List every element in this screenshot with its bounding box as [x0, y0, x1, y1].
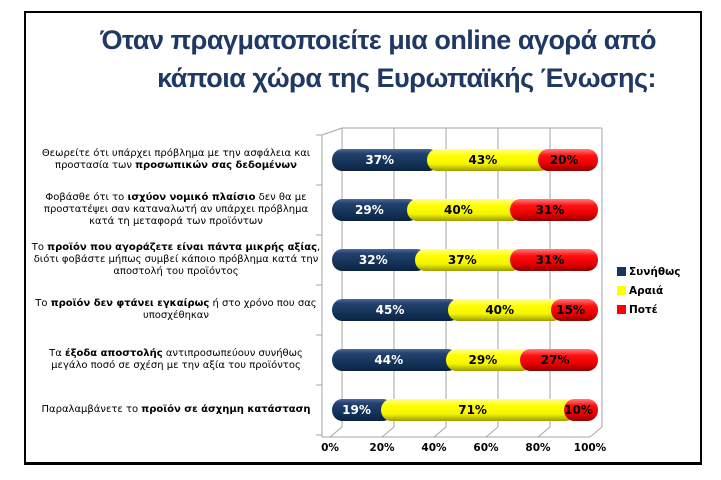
bar-4-segment-usually: 45% — [332, 299, 461, 321]
category-label-text: δεν θα με προστατέψει σαν καταναλωτή αν … — [43, 192, 309, 227]
bar-4-segment-rarely: 40% — [448, 299, 564, 321]
bar-value-label: 15% — [556, 303, 585, 317]
bar-value-label: 43% — [468, 153, 498, 167]
bar-value-label: 37% — [447, 253, 477, 267]
bar-4-segment-never: 15% — [551, 299, 598, 321]
chart-title: Όταν πραγματοποιείτε μια online αγορά απ… — [26, 21, 700, 97]
bar-value-label: 37% — [365, 153, 395, 167]
bar-value-label: 40% — [485, 303, 515, 317]
bar-1-segment-never: 20% — [538, 149, 598, 171]
bar-5-segment-usually: 44% — [332, 349, 458, 371]
category-label-text: Το — [35, 298, 51, 309]
bar-5-segment-rarely: 29% — [445, 349, 533, 371]
category-label-5: Τα έξοδα αποστολής αντιπροσωπεύουν συνήθ… — [31, 328, 321, 392]
chart-title-line-1: Όταν πραγματοποιείτε μια online αγορά απ… — [100, 25, 656, 55]
category-label-emphasis: ισχύον νομικό πλαίσιο — [127, 192, 256, 203]
x-axis-tick-label: 20% — [369, 442, 395, 454]
category-label-emphasis: προϊόν που αγοράζετε είναι πάντα μικρής … — [47, 242, 318, 253]
bar-3-segment-usually: 32% — [332, 249, 427, 271]
bar-value-label: 19% — [342, 403, 371, 417]
slide-frame: Όταν πραγματοποιείτε μια online αγορά απ… — [24, 11, 702, 465]
chart-title-line-2: κάποια χώρα της Ευρωπαϊκής Ένωσης: — [157, 63, 656, 93]
legend-label-usually: Συνήθως — [629, 265, 681, 278]
category-label-text: Παραλαμβάνετε το — [41, 404, 142, 415]
legend-item-never: Ποτέ — [617, 300, 680, 319]
legend-swatch-rarely — [617, 286, 626, 295]
bar-value-label: 71% — [458, 403, 487, 417]
category-label-4: Το προϊόν δεν φτάνει εγκαίρως ή στο χρόν… — [31, 278, 321, 342]
bar-1-segment-usually: 37% — [332, 149, 440, 171]
bar-3-segment-rarely: 37% — [414, 249, 522, 271]
legend-item-rarely: Αραιά — [617, 281, 680, 300]
category-label-6: Παραλαμβάνετε το προϊόν σε άσχημη κατάστ… — [31, 378, 321, 442]
category-label-1: Θεωρείτε ότι υπάρχει πρόβλημα με την ασφ… — [31, 128, 321, 192]
bar-2-segment-usually: 29% — [332, 199, 419, 221]
category-label-text: αντιπροσωπεύουν συνήθως μεγάλο ποσό σε σ… — [51, 348, 303, 371]
bar-3-segment-never: 31% — [510, 249, 598, 271]
legend: Συνήθως Αραιά Ποτέ — [617, 262, 680, 319]
category-label-emphasis: προσωπικών σας δεδομένων — [135, 160, 297, 171]
bar-2-segment-never: 31% — [510, 199, 598, 221]
legend-label-never: Ποτέ — [629, 303, 658, 316]
category-label-text: ή στο χρόνο που σας υποσχέθηκαν — [143, 298, 317, 321]
bar-2-segment-rarely: 40% — [406, 199, 522, 221]
category-label-emphasis: έξοδα αποστολής — [65, 348, 163, 359]
category-label-text: , διότι φοβάστε μήπως συμβεί κάποιο πρόβ… — [33, 242, 321, 277]
bar-6-segment-usually: 19% — [332, 399, 394, 421]
bar-value-label: 20% — [549, 153, 579, 167]
category-label-3: Το προϊόν που αγοράζετε είναι πάντα μικρ… — [31, 228, 321, 292]
plot-3d-axes — [316, 127, 603, 438]
bar-value-label: 40% — [444, 203, 473, 217]
category-label-text: Θεωρείτε ότι υπάρχει πρόβλημα με την ασφ… — [41, 148, 311, 171]
bar-6-segment-never: 10% — [564, 399, 598, 421]
bar-value-label: 29% — [355, 203, 384, 217]
x-axis-tick-label: 60% — [473, 442, 499, 454]
category-label-text: Το — [31, 242, 48, 253]
category-label-emphasis: προϊόν σε άσχημη κατάσταση — [141, 404, 311, 415]
bar-value-label: 10% — [564, 403, 593, 417]
x-axis-tick-label: 100% — [573, 442, 607, 454]
bar-6-segment-rarely: 71% — [381, 399, 577, 421]
bar-value-label: 31% — [535, 203, 565, 217]
bar-1-segment-rarely: 43% — [427, 149, 551, 171]
x-axis-tick-label: 0% — [321, 442, 339, 454]
bar-5-segment-never: 27% — [520, 349, 598, 371]
category-label-2: Φοβάσθε ότι το ισχύον νομικό πλαίσιο δεν… — [31, 178, 321, 242]
bar-value-label: 27% — [540, 353, 570, 367]
category-label-text: Φοβάσθε ότι το — [45, 192, 128, 203]
legend-item-usually: Συνήθως — [617, 262, 680, 281]
bar-value-label: 32% — [358, 253, 388, 267]
bar-value-label: 44% — [374, 353, 404, 367]
legend-label-rarely: Αραιά — [629, 284, 664, 297]
category-label-emphasis: προϊόν δεν φτάνει εγκαίρως — [50, 298, 210, 309]
gridlines — [316, 127, 603, 438]
x-axis-tick-label: 80% — [525, 442, 551, 454]
category-label-text: Τα — [49, 348, 65, 359]
bar-value-label: 45% — [375, 303, 405, 317]
legend-swatch-never — [617, 305, 626, 314]
bar-value-label: 29% — [468, 353, 498, 367]
legend-swatch-usually — [617, 267, 626, 276]
bar-value-label: 31% — [535, 253, 565, 267]
x-axis-tick-label: 40% — [421, 442, 447, 454]
